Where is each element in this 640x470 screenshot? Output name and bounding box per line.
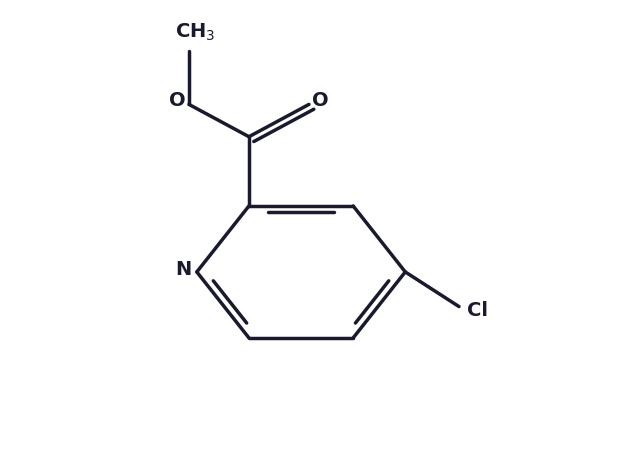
Text: CH$_3$: CH$_3$ <box>175 22 216 43</box>
Text: N: N <box>175 260 191 279</box>
Text: O: O <box>169 91 186 110</box>
Text: O: O <box>312 91 328 110</box>
Text: Cl: Cl <box>467 301 488 320</box>
